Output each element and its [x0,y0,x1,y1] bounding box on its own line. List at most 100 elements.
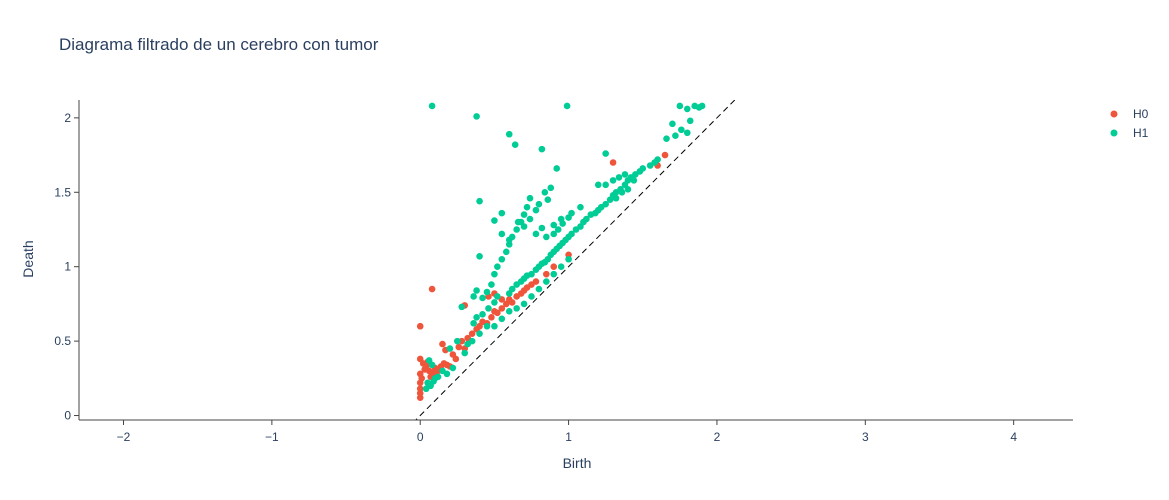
data-point-h1 [476,197,483,205]
data-point-h1 [494,263,501,270]
data-point-h1 [563,102,571,110]
data-point-h1 [443,370,451,378]
data-point-h1 [639,165,647,172]
data-point-h1 [479,294,486,302]
data-point-h1 [523,203,531,211]
data-point-h0 [661,151,669,159]
legend-marker-h0 [1110,110,1118,118]
x-tick-label: 3 [862,430,869,444]
data-point-h1 [663,135,670,142]
data-point-h1 [464,340,471,348]
data-point-h1 [609,177,617,184]
data-point-h1 [449,364,457,372]
diagonal-line [415,100,736,420]
data-point-h1 [491,299,498,306]
data-point-h1 [554,226,562,233]
x-tick-label: −1 [265,430,279,444]
data-point-h1 [678,126,685,134]
data-point-h1 [520,300,528,308]
data-point-h1 [669,120,676,128]
data-point-h1 [520,223,528,230]
data-point-h1 [488,281,495,288]
data-point-h1 [543,233,550,241]
data-point-h1 [491,270,498,278]
data-point-h1 [654,156,661,163]
data-point-h1 [483,288,491,296]
data-point-h1 [544,196,552,204]
data-point-h0 [421,366,428,373]
data-point-h1 [526,194,534,202]
data-point-h0 [418,375,426,382]
data-point-h1 [473,287,480,294]
data-point-h1 [513,226,520,233]
x-tick-label: 1 [565,430,572,444]
data-point-h1 [498,209,506,217]
data-point-h1 [483,322,491,330]
data-point-h1 [602,200,609,208]
data-point-h0 [550,263,558,270]
data-point-h1 [458,303,466,311]
data-point-h1 [498,315,506,323]
data-point-h0 [543,270,550,278]
data-point-h0 [452,355,460,363]
data-point-h1 [535,285,543,293]
data-point-h1 [532,230,540,238]
data-point-h0 [439,340,446,348]
data-point-h1 [428,102,436,110]
y-tick-label: 2 [64,111,71,125]
data-point-h1 [514,218,522,226]
data-point-h1 [505,130,513,138]
data-point-h0 [468,330,476,337]
legend-label-h1: H1 [1133,126,1149,140]
plot-area [415,100,736,420]
data-point-h1 [491,322,498,330]
data-point-h1 [535,200,543,208]
data-point-h1 [528,270,535,278]
data-point-h1 [470,319,477,327]
data-point-h1 [683,105,691,113]
data-point-h1 [491,217,498,224]
data-point-h1 [672,132,679,140]
data-point-h1 [454,337,461,345]
data-point-h1 [615,174,623,181]
data-point-h1 [494,293,501,300]
x-tick-label: 4 [1010,430,1017,444]
y-tick-label: 0 [64,409,71,423]
data-point-h1 [505,236,513,244]
x-axis-title: Birth [563,455,592,471]
data-point-h1 [470,293,477,300]
y-tick-label: 0.5 [54,334,71,348]
data-point-h1 [422,385,430,393]
data-point-h1 [532,206,540,214]
data-point-h1 [538,224,546,232]
series-h1 [422,102,706,393]
data-point-h0 [488,314,495,321]
y-axis-title: Death [20,240,36,277]
data-point-h0 [416,322,424,330]
data-point-h1 [476,252,483,260]
data-point-h1 [557,263,565,270]
data-point-h1 [543,278,550,285]
data-point-h1 [434,373,442,381]
x-tick-label: −2 [117,430,131,444]
data-point-h1 [550,230,558,238]
data-point-h1 [602,181,609,189]
data-point-h1 [528,293,535,300]
data-point-h0 [609,159,617,166]
data-point-h1 [461,349,469,357]
axes: −2 −1 0 1 2 3 4 0 0.5 1 1.5 2 [54,100,1073,444]
data-point-h1 [686,117,694,125]
data-point-h1 [624,186,632,193]
data-point-h1 [568,230,575,238]
data-point-h1 [498,255,506,263]
data-point-h1 [511,141,519,148]
data-point-h1 [612,194,620,202]
data-point-h1 [621,171,629,178]
data-point-h1 [550,221,558,229]
data-point-h1 [676,102,684,110]
data-point-h0 [532,278,540,285]
data-point-h1 [698,102,706,110]
